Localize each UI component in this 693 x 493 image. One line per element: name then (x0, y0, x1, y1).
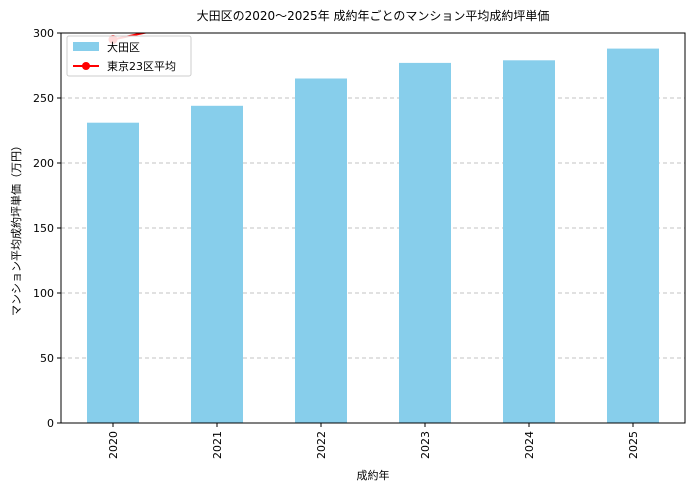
x-tick-label: 2020 (107, 431, 120, 459)
bar (607, 48, 659, 423)
y-axis: 0 50 100 150 200 250 300 (33, 27, 61, 430)
bar (503, 60, 555, 424)
legend-swatch-bar (73, 42, 99, 51)
chart-title: 大田区の2020〜2025年 成約年ごとのマンション平均成約坪単価 (197, 8, 550, 23)
x-tick-label: 2024 (523, 431, 536, 459)
x-axis-label: 成約年 (357, 468, 390, 482)
bar (191, 105, 243, 424)
y-tick-label: 0 (47, 417, 54, 430)
bar (295, 78, 347, 423)
y-tick-label: 150 (33, 222, 54, 235)
y-axis-label: マンション平均成約坪単価（万円） (9, 140, 23, 316)
bar (399, 62, 451, 424)
y-tick-label: 300 (33, 27, 54, 40)
bar-series (87, 48, 659, 424)
y-tick-label: 250 (33, 92, 54, 105)
legend-marker (82, 62, 90, 70)
x-axis: 2020 2021 2022 2023 2024 2025 (107, 423, 640, 459)
x-tick-label: 2022 (315, 431, 328, 459)
x-tick-label: 2023 (419, 431, 432, 459)
x-tick-label: 2021 (211, 431, 224, 459)
y-tick-label: 200 (33, 157, 54, 170)
x-tick-label: 2025 (627, 431, 640, 459)
y-tick-label: 100 (33, 287, 54, 300)
y-tick-label: 50 (40, 352, 54, 365)
grid-lines (61, 32, 685, 424)
legend-label-bar: 大田区 (107, 40, 140, 54)
legend-label-line: 東京23区平均 (107, 59, 176, 73)
bar (87, 122, 139, 423)
